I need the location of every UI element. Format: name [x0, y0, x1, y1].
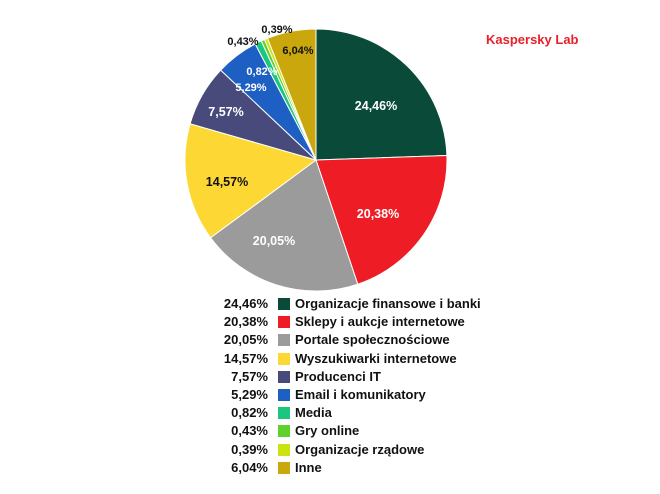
pie-slice	[184, 123, 318, 239]
legend-label: Gry online	[295, 423, 360, 439]
slice-data-label: 0,39%	[261, 24, 292, 36]
pie-slice	[315, 28, 448, 161]
legend-label: Portale społecznościowe	[295, 332, 450, 348]
pie-slice	[266, 28, 317, 161]
pie-slice	[315, 155, 448, 285]
legend-value: 5,29%	[231, 386, 268, 402]
legend-swatch	[278, 461, 290, 474]
legend-value: 7,57%	[231, 368, 268, 384]
slice-data-label: 20,38%	[357, 207, 399, 221]
legend-item: 24,46% Organizacje finansowe i banki	[190, 295, 520, 313]
slice-data-label: 24,46%	[355, 99, 397, 113]
legend-value: 0,39%	[231, 441, 268, 457]
legend-item: 0,39% Organizacje rządowe	[190, 441, 520, 459]
legend-item: 7,57% Producenci IT	[190, 368, 520, 386]
slice-data-label: 6,04%	[282, 45, 313, 57]
legend-label: Email i komunikatory	[295, 386, 426, 402]
legend-label: Media	[295, 405, 332, 421]
legend-value: 20,38%	[223, 314, 268, 330]
legend-value: 0,43%	[231, 423, 268, 439]
legend-item: 14,57% Wyszukiwarki internetowe	[190, 350, 520, 368]
legend-swatch	[278, 407, 290, 420]
legend-swatch	[278, 334, 290, 347]
slice-data-label: 20,05%	[253, 234, 295, 248]
pie-chart-svg: 24,46% 20,38% 20,05% 14,57% 7,57% 5,29% 0,82% 0…	[184, 24, 448, 292]
watermark: Kaspersky Lab	[486, 32, 579, 47]
legend-label: Producenci IT	[295, 368, 381, 384]
pie-slice	[209, 159, 359, 292]
legend-value: 20,05%	[223, 332, 268, 348]
legend-label: Inne	[295, 459, 322, 475]
legend-item: 20,38% Sklepy i aukcje internetowe	[190, 313, 520, 331]
legend: 24,46% Organizacje finansowe i banki 20,38…	[190, 295, 520, 477]
slice-data-label: 7,57%	[208, 105, 243, 119]
legend-item: 20,05% Portale społecznościowe	[190, 331, 520, 349]
legend-item: 0,82% Media	[190, 404, 520, 422]
legend-swatch	[278, 425, 290, 438]
legend-label: Organizacje finansowe i banki	[295, 296, 481, 311]
legend-label: Wyszukiwarki internetowe	[295, 350, 457, 366]
legend-swatch	[278, 352, 290, 365]
legend-item: 6,04% Inne	[190, 459, 520, 477]
slice-data-label: 14,57%	[206, 175, 248, 189]
legend-item: 0,43% Gry online	[190, 422, 520, 440]
legend-swatch	[278, 388, 290, 401]
legend-value: 14,57%	[223, 350, 268, 366]
legend-value: 6,04%	[231, 459, 268, 475]
legend-item: 5,29% Email i komunikatory	[190, 386, 520, 404]
slice-data-label: 0,82%	[246, 66, 277, 78]
slice-data-label: 5,29%	[235, 82, 266, 94]
legend-swatch	[278, 316, 290, 329]
pie-chart: 24,46% 20,38% 20,05% 14,57% 7,57% 5,29% 0,82% 0…	[184, 24, 448, 292]
slice-data-label: 0,43%	[227, 36, 258, 48]
legend-value: 24,46%	[223, 296, 268, 311]
legend-swatch	[278, 370, 290, 383]
legend-label: Sklepy i aukcje internetowe	[295, 314, 465, 330]
legend-label: Organizacje rządowe	[295, 441, 425, 457]
legend-value: 0,82%	[231, 405, 268, 421]
legend-swatch	[278, 298, 290, 310]
legend-swatch	[278, 443, 290, 456]
